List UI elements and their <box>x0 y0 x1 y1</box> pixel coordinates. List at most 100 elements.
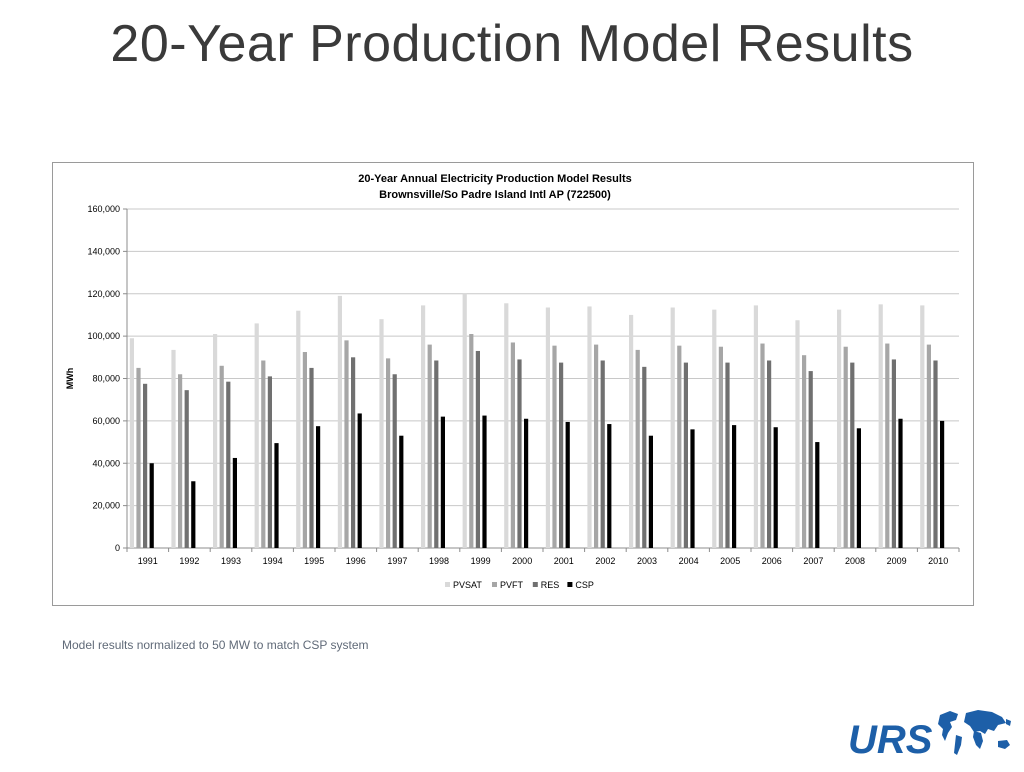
x-tick-label: 1991 <box>138 556 158 566</box>
chart-title: 20-Year Annual Electricity Production Mo… <box>358 173 631 185</box>
bar-pvft-2004 <box>677 345 682 548</box>
x-tick-label: 1998 <box>429 556 449 566</box>
bar-pvsat-2008 <box>837 309 842 548</box>
bar-pvsat-2004 <box>670 307 675 548</box>
bar-csp-2010 <box>940 420 945 548</box>
bar-csp-1993 <box>232 457 237 548</box>
legend-label-res: RES <box>541 580 560 590</box>
bar-pvsat-1993 <box>213 334 218 548</box>
bar-pvsat-2002 <box>587 306 592 548</box>
bar-csp-2003 <box>648 435 653 548</box>
bar-csp-1994 <box>274 443 279 548</box>
bar-pvsat-2001 <box>545 307 550 548</box>
bar-res-2005 <box>725 362 730 548</box>
chart-subtitle: Brownsville/So Padre Island Intl AP (722… <box>379 189 611 201</box>
bar-pvsat-1998 <box>421 305 426 548</box>
x-tick-label: 1997 <box>387 556 407 566</box>
bar-pvsat-2010 <box>920 305 925 548</box>
bar-pvsat-2000 <box>504 303 509 548</box>
bar-res-2003 <box>642 366 647 548</box>
x-tick-label: 2000 <box>512 556 532 566</box>
bar-pvft-2005 <box>718 346 723 548</box>
urs-logo: URS <box>846 705 1018 767</box>
legend-swatch-csp <box>567 582 573 587</box>
x-tick-label: 1995 <box>304 556 324 566</box>
y-tick-label: 60,000 <box>92 416 120 426</box>
bar-res-2001 <box>559 362 564 548</box>
bar-csp-2001 <box>565 421 570 548</box>
y-tick-label: 20,000 <box>92 501 120 511</box>
x-tick-label: 1996 <box>346 556 366 566</box>
bar-pvsat-2007 <box>795 320 800 548</box>
bar-csp-1995 <box>316 426 321 548</box>
bar-csp-2006 <box>773 427 778 548</box>
slide-caption: Model results normalized to 50 MW to mat… <box>62 638 369 652</box>
bar-res-2010 <box>933 360 938 548</box>
bar-res-1992 <box>184 390 189 548</box>
x-tick-label: 2002 <box>595 556 615 566</box>
bar-res-2009 <box>891 359 896 548</box>
bar-csp-2009 <box>898 418 903 548</box>
logo-text: URS <box>848 718 933 762</box>
x-tick-label: 2005 <box>720 556 740 566</box>
bar-pvsat-2006 <box>753 305 758 548</box>
bar-pvsat-2005 <box>712 309 717 548</box>
y-tick-label: 140,000 <box>87 246 120 256</box>
x-tick-label: 2008 <box>845 556 865 566</box>
legend-swatch-res <box>532 582 538 587</box>
bar-pvft-1992 <box>178 374 183 548</box>
bar-pvft-1995 <box>302 352 307 548</box>
bar-res-2008 <box>850 362 855 548</box>
bar-pvft-1991 <box>136 367 141 548</box>
bar-chart: 20-Year Annual Electricity Production Mo… <box>65 173 960 590</box>
bar-res-2006 <box>767 360 772 548</box>
x-tick-label: 1992 <box>179 556 199 566</box>
bar-pvft-2000 <box>510 342 515 548</box>
bar-csp-2008 <box>856 428 861 548</box>
x-tick-label: 2007 <box>803 556 823 566</box>
y-tick-label: 0 <box>115 543 120 553</box>
bar-pvft-1998 <box>427 344 432 548</box>
bar-pvft-1999 <box>469 334 474 548</box>
bar-pvft-2008 <box>843 346 848 548</box>
y-tick-label: 120,000 <box>87 289 120 299</box>
bar-res-1996 <box>351 357 356 548</box>
legend-label-csp: CSP <box>575 580 594 590</box>
bar-res-2000 <box>517 359 522 548</box>
bar-pvsat-1994 <box>254 323 259 548</box>
bar-pvsat-1996 <box>337 295 342 548</box>
bar-pvsat-1999 <box>462 293 467 548</box>
x-tick-label: 2003 <box>637 556 657 566</box>
bar-res-2007 <box>808 371 813 548</box>
y-axis-label: MWh <box>65 368 75 390</box>
bar-csp-1998 <box>440 416 445 548</box>
bar-csp-1996 <box>357 413 362 548</box>
bar-pvft-2007 <box>802 355 807 548</box>
bar-csp-1999 <box>482 415 487 548</box>
bar-pvsat-2009 <box>878 304 883 548</box>
bar-csp-2002 <box>607 424 612 548</box>
bar-res-1994 <box>267 376 272 548</box>
x-tick-label: 2010 <box>928 556 948 566</box>
legend-swatch-pvft <box>492 582 497 587</box>
x-tick-label: 1999 <box>471 556 491 566</box>
y-tick-label: 160,000 <box>87 204 120 214</box>
y-tick-label: 40,000 <box>92 458 120 468</box>
bar-pvft-2009 <box>885 343 890 548</box>
bar-res-1991 <box>143 383 148 548</box>
bar-pvsat-1997 <box>379 319 384 548</box>
chart-container: 20-Year Annual Electricity Production Mo… <box>52 162 974 606</box>
bar-pvft-1997 <box>386 358 391 548</box>
bar-csp-2004 <box>690 429 695 548</box>
x-tick-label: 2001 <box>554 556 574 566</box>
bar-pvft-2010 <box>926 344 931 548</box>
x-tick-label: 2006 <box>762 556 782 566</box>
bar-pvsat-1992 <box>171 349 176 548</box>
bar-pvft-1996 <box>344 340 349 548</box>
bar-res-1993 <box>226 381 231 548</box>
bar-csp-1997 <box>399 435 404 548</box>
bar-pvft-2006 <box>760 343 765 548</box>
bar-res-2004 <box>683 362 688 548</box>
bar-pvft-1994 <box>261 360 266 548</box>
bar-res-1997 <box>392 374 397 548</box>
